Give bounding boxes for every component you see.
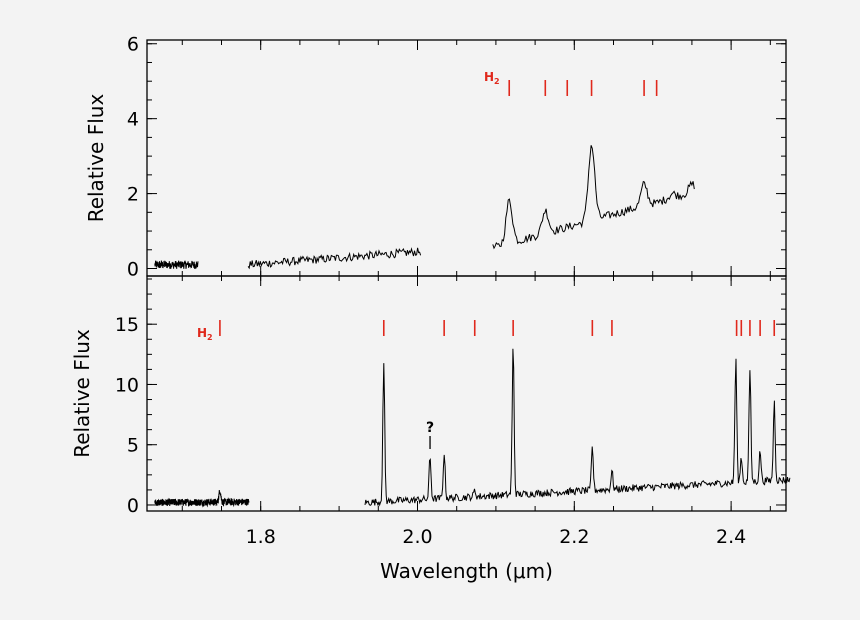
top-panel: 0 2 4 6 Relative Flux H2	[84, 34, 787, 281]
x-tick-label: 2.2	[559, 526, 589, 548]
spectrum-series	[154, 259, 199, 270]
x-tick-label: 2.4	[716, 526, 746, 548]
y-axis-label: Relative Flux	[70, 329, 94, 458]
bottom-panel: 0 5 10 15 1.8 2.0 2.2 2.4 Relative Flux Wavelengt…	[70, 275, 791, 583]
unknown-line-annotation: ?	[426, 420, 434, 436]
spectrum-series	[154, 489, 250, 508]
y-tick-label: 0	[127, 495, 139, 517]
y-tick-label: 15	[115, 314, 139, 336]
plot-frame	[146, 39, 787, 277]
y-tick-label: 10	[115, 374, 139, 396]
x-axis-label: Wavelength (μm)	[380, 559, 553, 583]
y-tick-label: 2	[127, 184, 139, 206]
y-axis-label: Relative Flux	[84, 94, 108, 223]
spectrum-series	[492, 145, 695, 250]
y-tick-label: 4	[127, 109, 139, 131]
h2-marker-label: H2	[484, 70, 500, 86]
h2-marker-subscript: 2	[494, 77, 500, 86]
y-tick-label: 0	[127, 259, 139, 281]
spectrum-series	[247, 247, 422, 270]
x-tick-label: 1.8	[246, 526, 276, 548]
y-tick-label: 5	[127, 435, 139, 457]
plot-frame	[146, 275, 787, 512]
x-tick-label: 2.0	[402, 526, 432, 548]
h2-marker-subscript: 2	[207, 333, 213, 342]
h2-marker-label: H2	[197, 326, 213, 342]
spectrum-series	[364, 348, 791, 507]
y-tick-label: 6	[127, 34, 139, 56]
